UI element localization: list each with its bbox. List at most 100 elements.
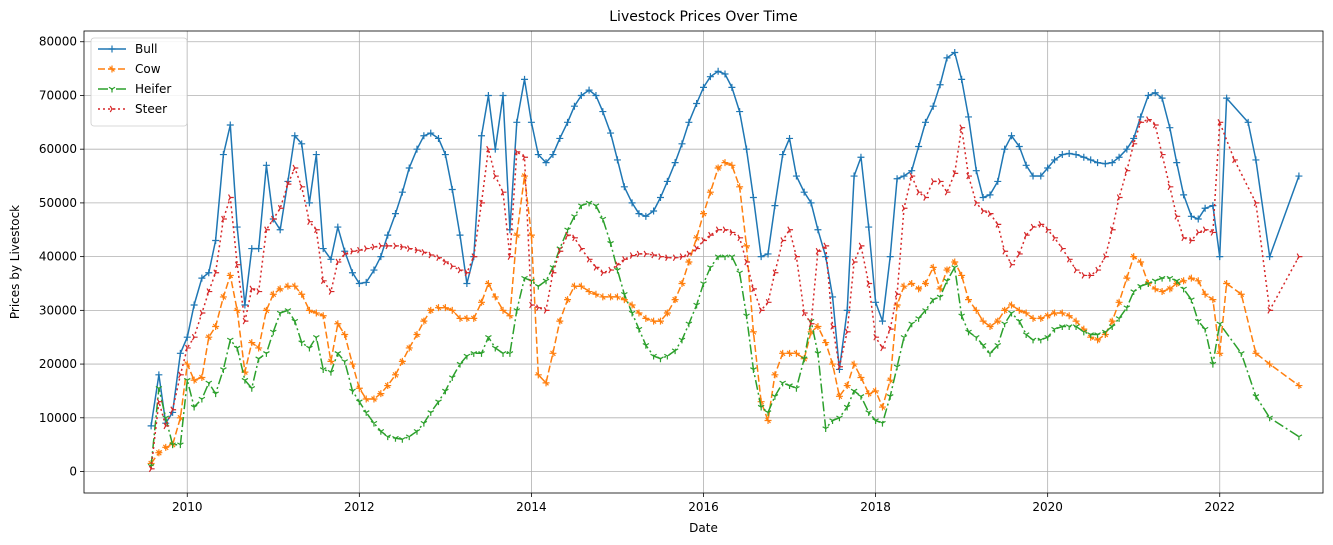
data-point-cow [513,231,521,239]
data-point-steer [191,333,198,341]
data-point-bull [986,191,994,199]
data-point-steer [944,188,951,196]
data-point-steer [966,172,973,180]
data-point-cow [886,376,894,384]
legend-label-steer: Steer [135,102,167,116]
data-point-steer [385,242,392,250]
data-point-steer [1116,194,1123,201]
data-point-cow [835,392,843,400]
data-point-bull [635,210,643,218]
data-point-heifer [276,310,284,317]
data-point-steer [464,269,471,277]
data-point-cow [233,306,241,314]
data-point-bull [405,164,413,172]
data-point-heifer [829,418,836,424]
data-point-bull [176,349,184,357]
data-point-heifer [1044,334,1052,341]
data-point-steer [780,237,787,244]
data-point-heifer [728,254,736,261]
data-point-cow [714,164,722,172]
data-point-bull [585,86,593,94]
data-point-bull [779,151,787,159]
data-point-steer [436,254,442,262]
data-point-cow [291,282,299,290]
data-point-bull [1173,159,1181,167]
data-point-steer [744,258,751,266]
data-point-steer [930,178,937,185]
data-point-heifer [614,267,621,274]
data-point-steer [507,253,514,260]
data-point-cow [319,312,327,320]
data-point-cow [1029,314,1037,322]
data-point-bull [319,245,327,253]
data-point-cow [398,357,406,365]
data-point-heifer [220,367,227,373]
data-point-bull [757,253,765,261]
data-point-cow [1123,274,1131,282]
data-point-heifer [786,383,793,390]
data-point-heifer [355,399,363,406]
data-point-heifer [506,351,514,357]
data-point-steer [1138,118,1145,126]
data-point-heifer [678,337,686,344]
data-point-heifer [1015,318,1023,325]
data-point-bull [448,185,456,193]
data-point-heifer [470,351,478,357]
data-point-steer [973,199,980,207]
data-point-heifer [1130,289,1138,296]
data-point-steer [1217,118,1224,126]
data-point-bull [334,223,342,231]
data-point-steer [629,252,636,259]
data-point-cow [556,317,564,325]
data-point-cow [1058,309,1066,317]
data-point-bull [764,250,772,258]
data-point-heifer [478,351,485,357]
data-point-heifer [1108,324,1116,330]
data-point-cow [929,263,937,271]
data-point-heifer [284,308,292,314]
y-tick-label: 40000 [39,250,77,264]
data-point-steer [772,269,779,277]
data-point-heifer [872,418,879,424]
data-point-cow [1065,312,1073,320]
data-point-steer [378,242,385,250]
data-point-steer [1253,199,1260,207]
data-point-heifer [929,297,937,304]
data-point-steer [449,262,456,270]
data-point-bull [478,132,486,140]
data-point-cow [656,317,664,325]
data-point-bull [420,132,428,140]
data-point-cow [635,309,643,317]
data-point-heifer [886,394,894,400]
data-point-cow [900,282,908,290]
data-point-bull [305,199,313,207]
data-point-steer [593,264,600,271]
data-point-cow [549,349,557,357]
data-point-cow [1158,288,1166,296]
data-point-heifer [1180,286,1187,293]
legend-marker-heifer [108,86,116,93]
data-point-bull [262,161,270,169]
data-point-steer [428,251,435,259]
data-point-steer [729,229,736,236]
data-point-cow [642,314,650,322]
data-point-heifer [499,351,507,357]
data-point-steer [1073,266,1080,274]
data-point-steer [823,242,830,250]
data-point-cow [190,376,198,384]
data-point-steer [1103,253,1109,260]
data-point-heifer [1072,324,1080,330]
data-point-steer [1189,237,1195,244]
data-point-heifer [650,353,657,360]
data-point-cow [198,374,206,381]
data-point-steer [572,234,578,242]
data-point-bull [714,67,722,75]
data-point-steer [801,309,808,317]
data-point-cow [1108,317,1116,325]
data-point-heifer [779,380,787,387]
data-point-heifer [707,265,714,271]
data-point-steer [335,258,342,266]
data-point-bull [943,54,951,62]
data-point-steer [486,145,492,153]
data-point-bull [857,153,865,161]
